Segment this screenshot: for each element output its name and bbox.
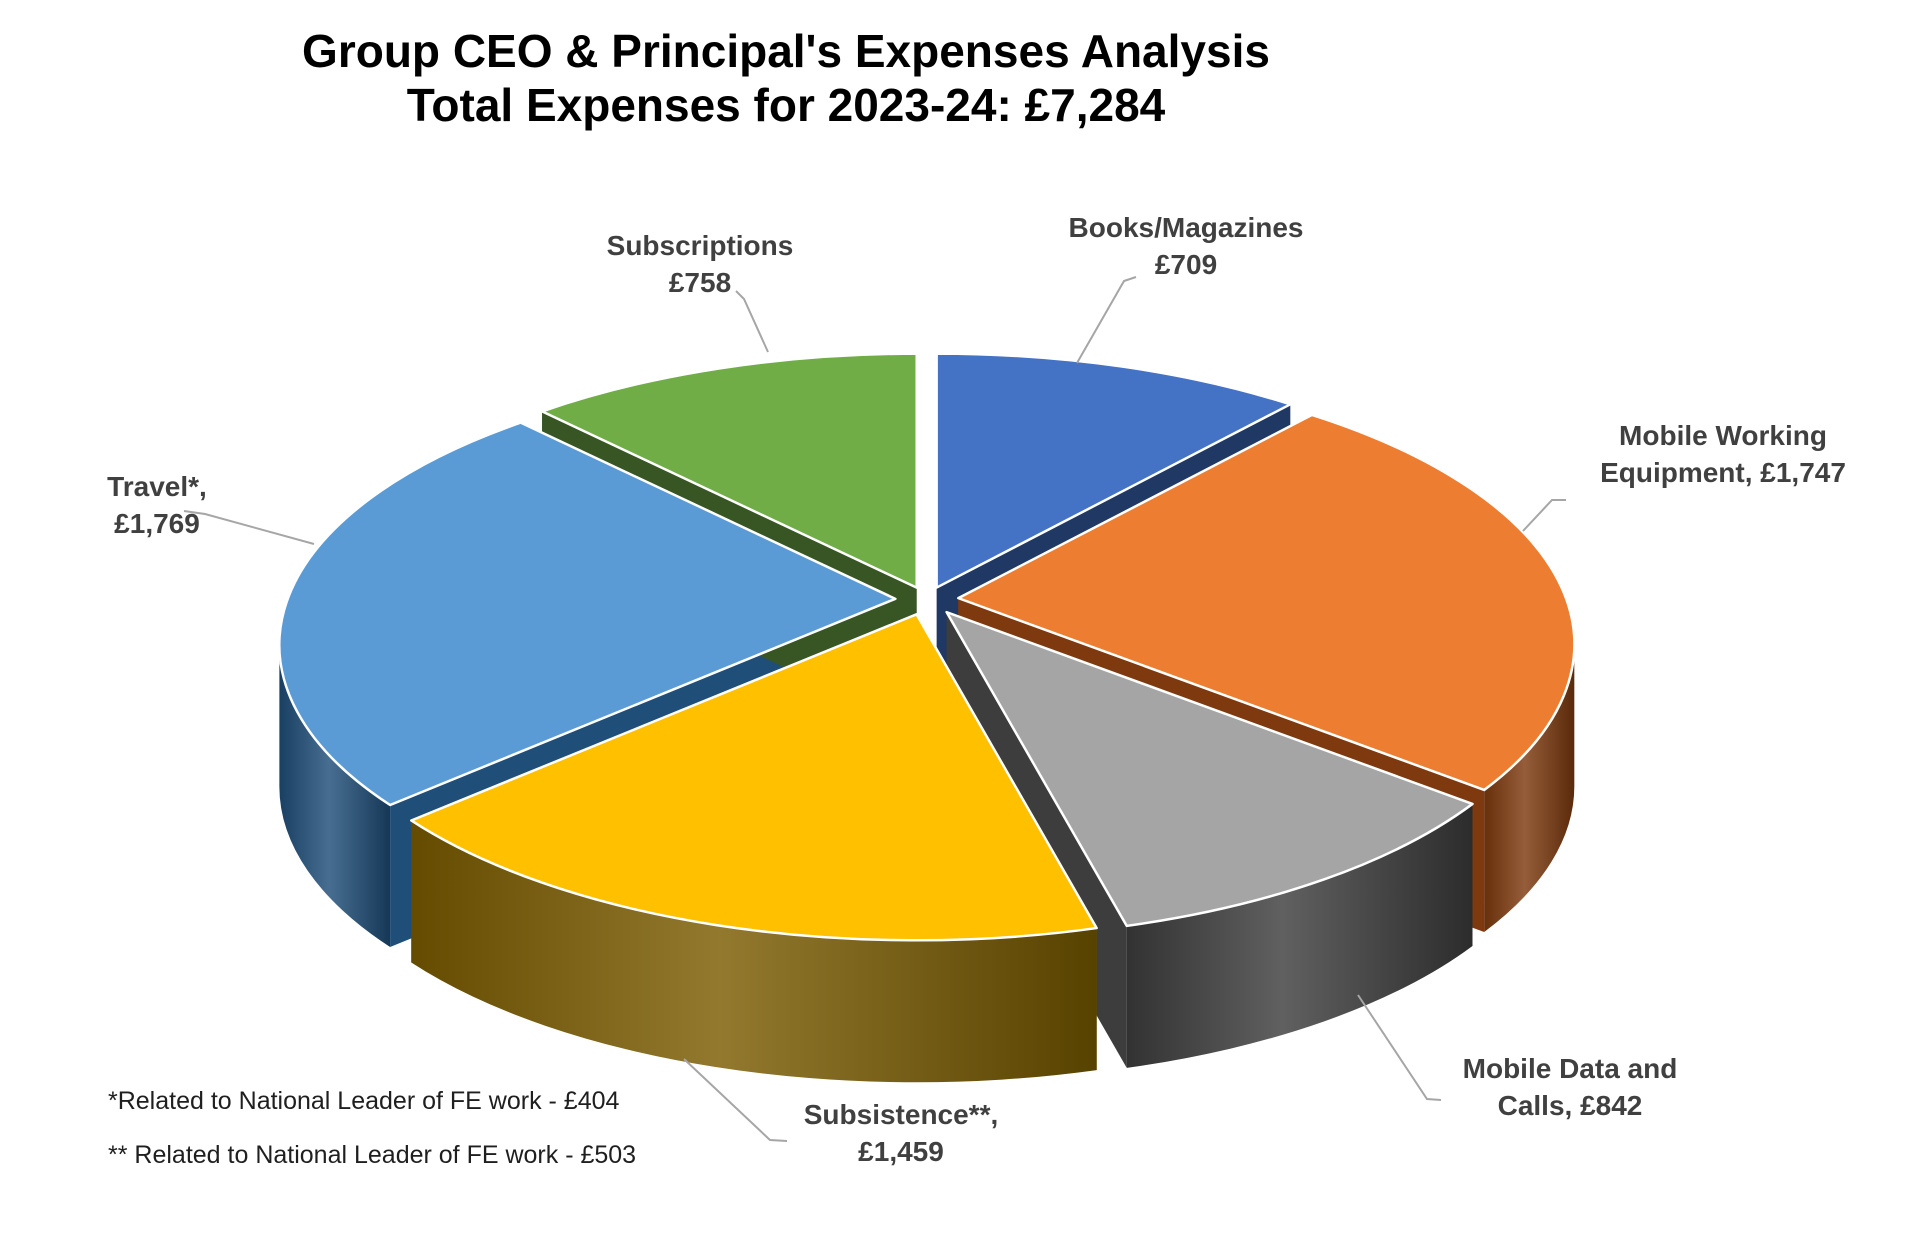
chart-title-line1: Group CEO & Principal's Expenses Analysi… — [302, 25, 1270, 77]
subsistence-leader-line — [683, 1058, 788, 1142]
slice-label-travel: Travel*, £1,769 — [107, 468, 207, 542]
footnote-travel: *Related to National Leader of FE work -… — [108, 1087, 620, 1115]
slice-label-mobile-working-equipment: Mobile Working Equipment, £1,747 — [1600, 417, 1846, 491]
mobile-working-equipment-slice[interactable] — [957, 413, 1576, 792]
slice-label-books-magazines-name: Books/Magazines — [1068, 212, 1304, 243]
mobile-working-equipment-rim-wall — [1484, 644, 1575, 932]
slice-label-subsistence-value: £1,459 — [858, 1136, 944, 1167]
subsistence-slice[interactable] — [410, 613, 1098, 942]
slice-label-subscriptions-value: £758 — [668, 267, 732, 298]
slice-label-books-magazines-value: £709 — [1154, 249, 1218, 280]
travel-slice[interactable] — [278, 421, 897, 807]
slice-label-mobile-data-and-calls-name: Mobile Data and — [1462, 1053, 1678, 1084]
books-magazines-leader-line — [1076, 276, 1137, 364]
travel-leader-line — [183, 510, 315, 545]
chart-title-line2: Total Expenses for 2023-24: £7,284 — [406, 79, 1166, 131]
slice-label-mobile-working-equipment-value: Equipment, £1,747 — [1600, 457, 1846, 488]
slice-label-books-magazines: Books/Magazines £709 — [1069, 209, 1304, 283]
slice-label-subscriptions-name: Subscriptions — [606, 230, 794, 261]
slice-label-subscriptions: Subscriptions £758 — [607, 227, 794, 301]
mobile-data-and-calls-leader-line — [1357, 994, 1442, 1101]
slice-label-mobile-data-and-calls: Mobile Data and Calls, £842 — [1463, 1050, 1678, 1124]
slice-label-mobile-data-and-calls-value: Calls, £842 — [1497, 1090, 1643, 1121]
pie-leader-lines — [183, 276, 1566, 1142]
subsistence-rim-wall — [411, 820, 1097, 1083]
subscriptions-leader-line — [735, 290, 769, 353]
books-magazines-slice[interactable] — [935, 352, 1292, 589]
slice-label-mobile-working-equipment-name: Mobile Working — [1619, 420, 1827, 451]
slice-label-subsistence: Subsistence**, £1,459 — [804, 1096, 999, 1170]
pie-rim-walls — [279, 644, 1575, 1083]
chart-title: Group CEO & Principal's Expenses Analysi… — [302, 24, 1270, 132]
travel-rim-wall — [279, 644, 391, 948]
slice-label-subsistence-name: Subsistence**, — [803, 1099, 999, 1130]
mobile-data-and-calls-rim-wall — [1126, 803, 1473, 1068]
mobile-data-and-calls-slice[interactable] — [945, 610, 1474, 928]
pie-slice-tops — [278, 352, 1576, 942]
slice-label-travel-value: £1,769 — [114, 508, 200, 539]
mobile-working-equipment-leader-line — [1522, 499, 1566, 532]
slice-label-travel-name: Travel*, — [107, 471, 207, 502]
footnote-subsistence: ** Related to National Leader of FE work… — [108, 1141, 637, 1169]
subscriptions-slice[interactable] — [540, 352, 918, 589]
